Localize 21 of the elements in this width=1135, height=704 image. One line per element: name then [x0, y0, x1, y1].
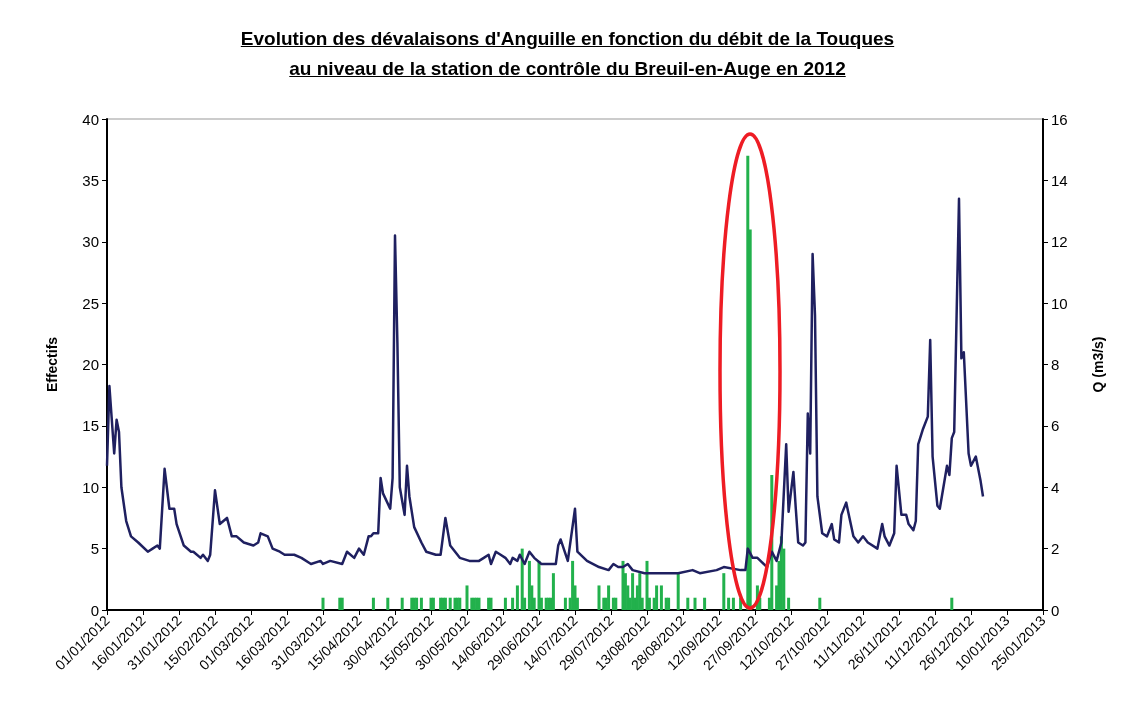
chart-title: Evolution des dévalaisons d'Anguille en fonction du débit de la Touques au niveau de la station de contrôle du Breuil-en-Auge en 2012	[239, 27, 896, 81]
y-tick-label: 25	[82, 294, 99, 312]
y-tick-label: 35	[82, 171, 99, 189]
y2-tick-label: 10	[1051, 294, 1068, 312]
y2-tick-label: 8	[1051, 356, 1060, 373]
y2-tick-label: 16	[1051, 110, 1068, 128]
y2-tick-label: 12	[1051, 233, 1068, 251]
y-tick-label: 30	[82, 233, 99, 251]
y-tick-label: 15	[82, 417, 99, 435]
y-tick-label: 40	[82, 110, 99, 128]
y2-tick-label: 4	[1051, 478, 1060, 496]
y2-tick-label: 14	[1051, 171, 1068, 189]
y-tick-label: 0	[90, 601, 99, 619]
y2-tick-label: 6	[1051, 417, 1060, 435]
y2-axis-title: Q (m3/s)	[1090, 336, 1106, 393]
y-tick-label: 10	[82, 478, 99, 496]
y-axis-title: Effectifs	[44, 336, 60, 393]
y-tick-label: 20	[82, 356, 99, 373]
y2-tick-label: 2	[1051, 540, 1060, 558]
y-tick-label: 5	[90, 540, 99, 558]
y2-tick-label: 0	[1051, 601, 1060, 619]
